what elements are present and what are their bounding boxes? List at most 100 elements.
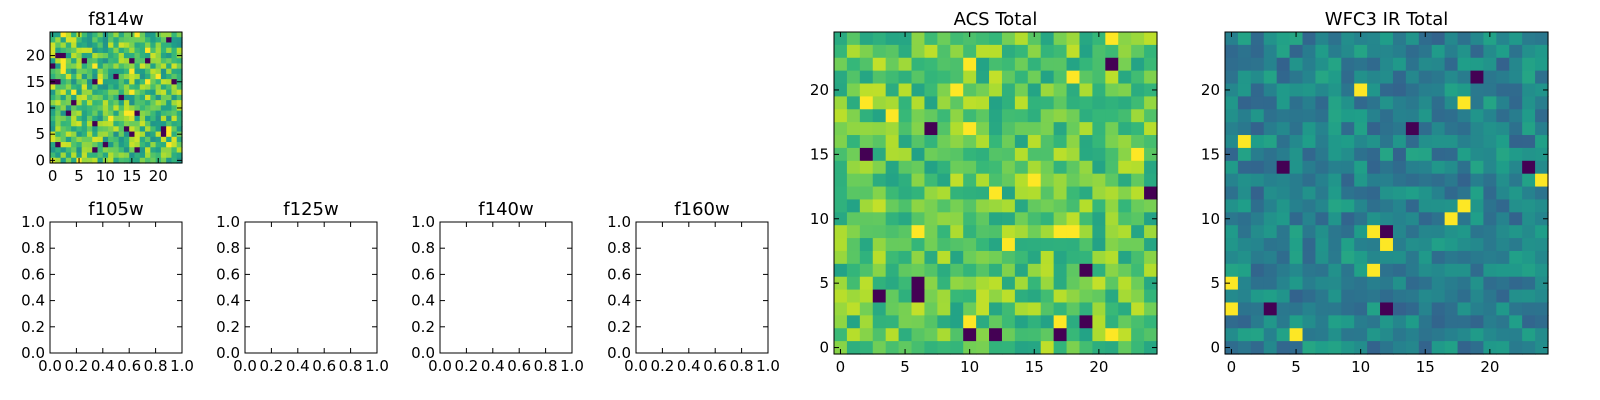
heatmap-cell — [1328, 212, 1342, 226]
heatmap-cell — [176, 89, 183, 96]
heatmap-cell — [65, 68, 72, 75]
heatmap-cell — [1014, 276, 1029, 291]
heatmap-cell — [1328, 44, 1342, 59]
heatmap-cell — [937, 173, 951, 188]
heatmap-cell — [1315, 44, 1329, 59]
heatmap-cell — [145, 131, 151, 138]
heatmap-cell — [160, 142, 167, 148]
heatmap-cell — [1315, 147, 1329, 162]
x-tick-label: 0.8 — [339, 357, 363, 375]
heatmap-cell — [950, 135, 964, 149]
heatmap-cell — [108, 89, 114, 96]
heatmap-cell — [76, 63, 83, 70]
heatmap-cell — [1431, 83, 1446, 97]
heatmap-cell — [1457, 160, 1472, 175]
heatmap-cell — [1457, 328, 1472, 342]
heatmap-cell — [924, 238, 938, 252]
heatmap-cell — [1522, 57, 1536, 72]
heatmap-cell — [1225, 186, 1239, 201]
heatmap-cell — [166, 32, 173, 38]
x-tick-label: 20 — [1089, 358, 1108, 376]
heatmap-cell — [1341, 276, 1355, 291]
heatmap-cell — [139, 147, 146, 154]
heatmap-cell — [102, 37, 109, 44]
heatmap-cell — [1405, 328, 1420, 342]
heatmap-cell — [1079, 109, 1093, 123]
heatmap-cell — [1250, 225, 1265, 239]
heatmap-cell — [1392, 328, 1407, 342]
heatmap-cell — [963, 263, 977, 278]
heatmap-cell — [160, 32, 167, 38]
heatmap-cell — [1144, 147, 1158, 162]
heatmap-cell — [145, 94, 151, 101]
heatmap-cell — [160, 105, 167, 112]
heatmap-cell — [885, 238, 900, 252]
heatmap-cell — [963, 302, 977, 316]
heatmap-cell — [937, 212, 951, 226]
heatmap-cell — [1470, 263, 1484, 278]
heatmap-cell — [1040, 328, 1055, 342]
heatmap-cell — [1457, 83, 1472, 97]
heatmap-cell — [911, 109, 926, 123]
heatmap-cell — [50, 42, 56, 49]
heatmap-cell — [1131, 83, 1145, 97]
y-tick-label: 10 — [810, 210, 829, 228]
heatmap-cell — [924, 186, 938, 201]
heatmap-cell — [76, 47, 83, 54]
x-tick-label: 0.4 — [677, 357, 701, 375]
heatmap-cell — [1470, 57, 1484, 72]
heatmap-cell — [171, 84, 178, 91]
heatmap-cell — [160, 37, 167, 44]
x-tick-label: 0.8 — [534, 357, 558, 375]
heatmap-cell — [846, 212, 861, 226]
heatmap-cell — [1392, 186, 1407, 201]
x-tick-label: 15 — [122, 167, 141, 185]
heatmap-cell — [92, 68, 99, 75]
heatmap-cell — [81, 89, 88, 96]
heatmap-cell — [108, 63, 114, 70]
heatmap-cell — [885, 173, 900, 188]
heatmap-cell — [108, 100, 114, 106]
heatmap-cell — [160, 52, 167, 59]
heatmap-cell — [1105, 212, 1119, 226]
heatmap-cell — [81, 94, 88, 101]
heatmap-cell — [76, 131, 83, 138]
heatmap-cell — [1444, 315, 1459, 329]
heatmap-cell — [102, 52, 109, 59]
heatmap-cell — [160, 157, 167, 164]
heatmap-cell — [1496, 44, 1510, 59]
heatmap-cell — [1470, 109, 1484, 123]
heatmap-cell — [81, 147, 88, 154]
y-tick-label: 5 — [1210, 274, 1220, 292]
heatmap-cell — [102, 105, 109, 112]
heatmap-cell — [1250, 44, 1265, 59]
heatmap-cell — [1367, 122, 1381, 136]
heatmap-cell — [1535, 83, 1549, 97]
heatmap-cell — [859, 135, 874, 149]
heatmap-cell — [872, 160, 887, 175]
heatmap-cell — [123, 63, 130, 70]
heatmap-cell — [950, 57, 964, 72]
x-tick-label: 1.0 — [756, 357, 780, 375]
heatmap-cell — [1483, 186, 1497, 201]
heatmap-cell — [1014, 212, 1029, 226]
heatmap-cell — [155, 79, 162, 85]
heatmap-cell — [1001, 289, 1016, 304]
heatmap-cell — [1053, 32, 1068, 46]
heatmap-cell — [1431, 289, 1446, 304]
heatmap-cell — [872, 225, 887, 239]
heatmap-cell — [1144, 212, 1158, 226]
heatmap-cell — [1263, 225, 1278, 239]
heatmap-cell — [1001, 135, 1016, 149]
heatmap-cell — [1250, 160, 1265, 175]
heatmap-cell — [1144, 186, 1158, 201]
heatmap-cell — [937, 109, 951, 123]
heatmap-cell — [1328, 147, 1342, 162]
heatmap-cell — [1392, 341, 1407, 355]
heatmap-cell — [989, 44, 1003, 59]
heatmap-cell — [1079, 250, 1093, 265]
heatmap-cell — [1392, 250, 1407, 265]
